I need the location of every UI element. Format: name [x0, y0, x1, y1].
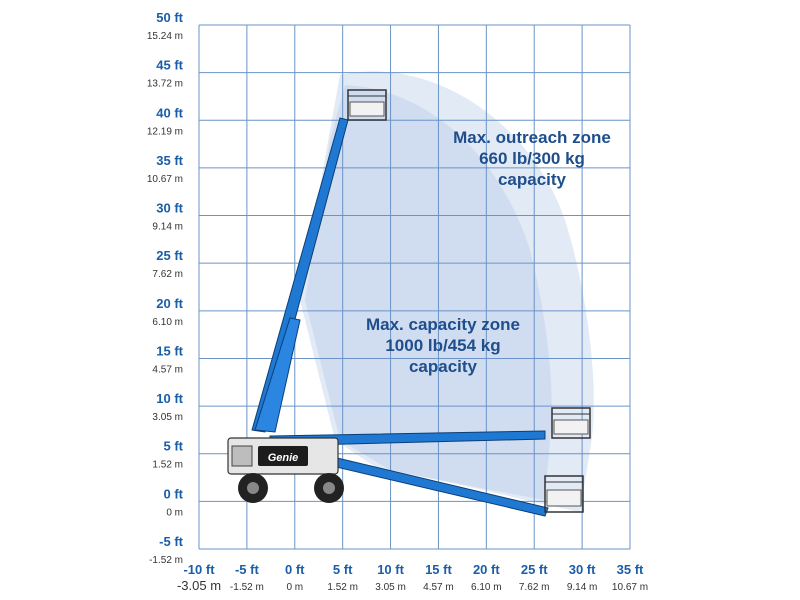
y-tick-label-m: 0 m [166, 507, 183, 518]
x-tick-label-m: 9.14 m [567, 582, 598, 593]
outreach-zone-line-2: 660 lb/300 kg [479, 149, 585, 168]
x-tick-label-ft: 10 ft [377, 562, 404, 577]
y-tick-label-ft: 25 ft [156, 248, 183, 263]
y-tick-label-ft: 45 ft [156, 58, 183, 73]
y-tick-label-m: 9.14 m [152, 222, 183, 233]
y-tick-label-ft: 20 ft [156, 296, 183, 311]
y-tick-label-ft: 0 ft [164, 486, 184, 501]
x-axis-labels: -10 ft-3.05 m -5 ft -1.52 m 0 ft 0 m 5 ft 1.52… [177, 562, 648, 593]
y-tick-label-ft: 50 ft [156, 10, 183, 25]
outreach-zone-line-1: Max. outreach zone [453, 128, 611, 147]
y-tick-label-ft: -5 ft [159, 534, 184, 549]
y-tick-label-ft: 35 ft [156, 153, 183, 168]
y-tick-label-m: 3.05 m [152, 412, 183, 423]
machine-wheels [238, 473, 344, 503]
platform-lowered [544, 475, 584, 513]
y-tick-label-m: 10.67 m [147, 174, 183, 185]
platform-horizontal [551, 407, 591, 439]
y-tick-label-ft: 40 ft [156, 105, 183, 120]
y-tick-label-m: 1.52 m [152, 460, 183, 471]
boom-raised-base [254, 317, 301, 433]
y-tick-label-m: 6.10 m [152, 317, 183, 328]
y-tick-label-m: 13.72 m [147, 79, 183, 90]
x-tick-label-ft: 15 ft [425, 562, 452, 577]
work-envelope-zones [300, 71, 594, 512]
y-tick-label-ft: 30 ft [156, 201, 183, 216]
y-axis-labels: 50 ft 15.24 m 45 ft 13.72 m 40 ft 12.19 m 35 f… [147, 10, 184, 566]
x-tick-label-m: -3.05 m [177, 578, 221, 593]
capacity-zone-line-3: capacity [409, 357, 478, 376]
x-tick-label-ft: 20 ft [473, 562, 500, 577]
x-tick-label-ft: 35 ft [617, 562, 644, 577]
capacity-zone-label: Max. capacity zone 1000 lb/454 kg capaci… [366, 315, 520, 376]
capacity-zone-area [305, 85, 552, 500]
x-tick-label-ft: -5 ft [235, 562, 260, 577]
x-tick-label-ft: 5 ft [333, 562, 353, 577]
x-tick-label-m: -1.52 m [230, 582, 264, 593]
y-tick-label-m: 12.19 m [147, 126, 183, 137]
x-tick-label-m: 7.62 m [519, 582, 550, 593]
y-tick-label-m: -1.52 m [149, 555, 183, 566]
outreach-zone-line-3: capacity [498, 170, 567, 189]
y-tick-label-m: 4.57 m [152, 364, 183, 375]
boom-lift-machine: Genie [227, 89, 591, 517]
y-tick-label-ft: 5 ft [164, 439, 184, 454]
capacity-zone-line-1: Max. capacity zone [366, 315, 520, 334]
x-tick-label-ft: 25 ft [521, 562, 548, 577]
x-tick-label-ft: -10 ft [183, 562, 215, 577]
y-tick-label-ft: 15 ft [156, 343, 183, 358]
x-tick-label-m: 4.57 m [423, 582, 454, 593]
x-tick-label-m: 10.67 m [612, 582, 648, 593]
x-tick-label-m: 6.10 m [471, 582, 502, 593]
x-tick-label-m: 3.05 m [375, 582, 406, 593]
x-tick-label-m: 1.52 m [327, 582, 358, 593]
machine-chassis: Genie [227, 437, 339, 475]
y-tick-label-m: 7.62 m [152, 269, 183, 280]
platform-raised [347, 89, 387, 121]
y-tick-label-m: 15.24 m [147, 31, 183, 42]
y-tick-label-ft: 10 ft [156, 391, 183, 406]
outreach-zone-label: Max. outreach zone 660 lb/300 kg capacit… [453, 128, 611, 189]
capacity-zone-line-2: 1000 lb/454 kg [385, 336, 500, 355]
x-tick-label-m: 0 m [286, 582, 303, 593]
x-tick-label-ft: 0 ft [285, 562, 305, 577]
machine-brand-logo: Genie [268, 452, 299, 464]
x-tick-label-ft: 30 ft [569, 562, 596, 577]
